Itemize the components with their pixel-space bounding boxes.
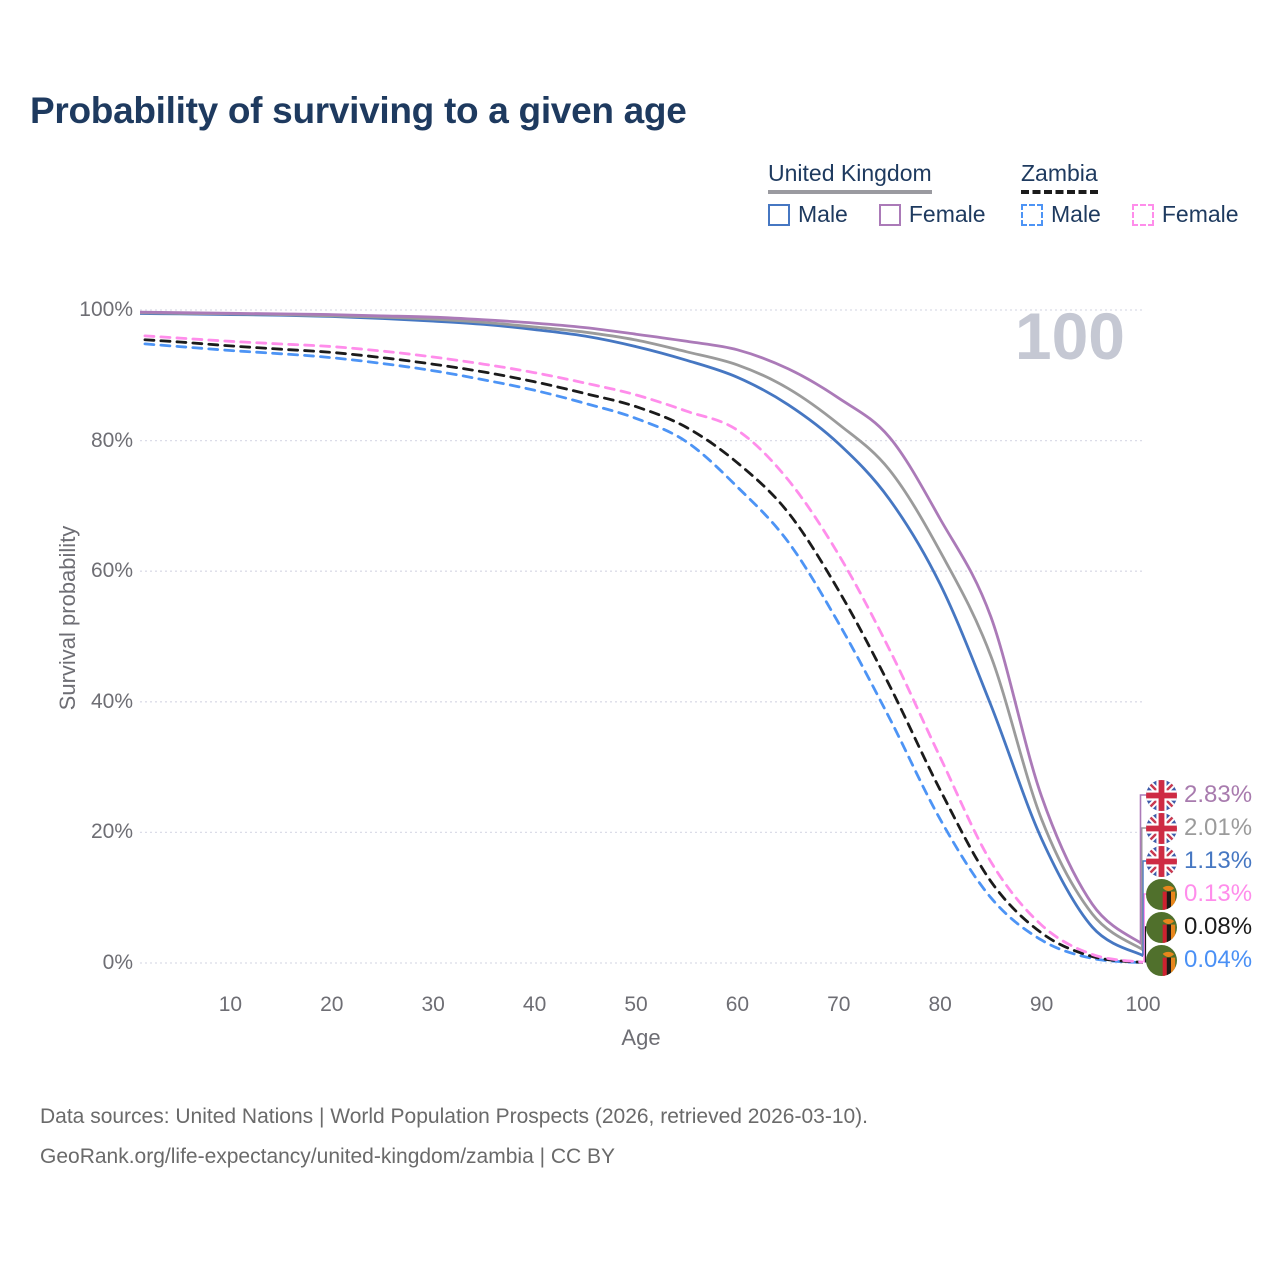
series-line-zambia-female bbox=[140, 334, 1143, 964]
end-label-value: 0.13% bbox=[1184, 880, 1253, 907]
zambia-flag-icon bbox=[1146, 944, 1177, 976]
y-axis-tick: 60% bbox=[90, 559, 133, 583]
series-line-united-kingdom-female bbox=[140, 310, 1143, 946]
x-axis-tick: 40 bbox=[522, 993, 547, 1016]
x-axis-tick: 90 bbox=[1029, 993, 1054, 1016]
uk-flag-icon bbox=[1146, 812, 1177, 844]
x-axis-tick: 80 bbox=[928, 993, 952, 1016]
end-label-value: 2.83% bbox=[1184, 781, 1253, 808]
uk-flag-icon bbox=[1146, 779, 1177, 811]
x-axis-tick: 10 bbox=[218, 993, 243, 1016]
legend-item-uk-female[interactable]: Female bbox=[878, 201, 986, 228]
end-label-united-kingdom-male: 1.13% bbox=[1146, 845, 1253, 877]
series-line-zambia-male bbox=[140, 342, 1143, 965]
survival-probability-chart bbox=[140, 309, 1148, 965]
x-axis-title: Age bbox=[621, 1025, 661, 1050]
zambia-female-swatch-icon bbox=[1131, 203, 1154, 226]
uk-flag-icon bbox=[1146, 845, 1177, 877]
legend-item-label: Male bbox=[1051, 201, 1101, 227]
legend-item-label: Female bbox=[908, 201, 986, 227]
end-label-connector bbox=[1139, 794, 1147, 945]
end-label-value: 0.08% bbox=[1184, 913, 1253, 940]
series-line-zambia-total bbox=[140, 338, 1143, 964]
legend-item-zambia-female[interactable]: Female bbox=[1131, 201, 1239, 228]
end-label-value: 2.01% bbox=[1184, 814, 1253, 841]
source-url-text: GeoRank.org/life-expectancy/united-kingd… bbox=[40, 1145, 616, 1168]
zambia-male-swatch-icon bbox=[1021, 203, 1043, 226]
y-axis-tick: 80% bbox=[90, 428, 133, 452]
zambia-flag-icon bbox=[1146, 878, 1177, 910]
x-axis-tick: 50 bbox=[624, 993, 648, 1016]
legend-item-uk-male[interactable]: Male bbox=[768, 201, 848, 228]
end-label-value: 1.13% bbox=[1184, 847, 1253, 874]
page-title: Probability of surviving to a given age bbox=[30, 90, 687, 131]
x-axis-tick: 20 bbox=[320, 993, 344, 1016]
end-label-zambia-total: 0.08% bbox=[1146, 911, 1253, 943]
legend-item-label: Female bbox=[1161, 201, 1239, 227]
end-label-united-kingdom-total: 2.01% bbox=[1146, 812, 1253, 844]
uk-male-swatch-icon bbox=[768, 203, 790, 226]
age-marker-watermark: 100 bbox=[1014, 299, 1125, 373]
zambia-flag-icon bbox=[1146, 911, 1177, 943]
uk-female-swatch-icon bbox=[878, 203, 901, 226]
y-axis-tick: 40% bbox=[90, 689, 133, 713]
x-axis-tick: 100 bbox=[1125, 993, 1161, 1016]
x-axis-tick: 60 bbox=[725, 993, 750, 1016]
series-line-united-kingdom-total bbox=[140, 311, 1143, 952]
end-label-zambia-female: 0.13% bbox=[1146, 878, 1253, 910]
legend-item-label: Male bbox=[798, 201, 848, 227]
end-label-united-kingdom-female: 2.83% bbox=[1146, 779, 1253, 811]
legend-item-zambia-male[interactable]: Male bbox=[1021, 201, 1101, 228]
end-label-connector bbox=[1140, 827, 1147, 950]
y-axis-tick: 100% bbox=[79, 298, 133, 321]
end-label-value: 0.04% bbox=[1184, 946, 1253, 973]
legend-group-title-zambia: Zambia bbox=[1021, 160, 1098, 194]
end-label-zambia-male: 0.04% bbox=[1146, 944, 1253, 976]
x-axis-tick: 30 bbox=[421, 993, 445, 1016]
x-axis-tick: 70 bbox=[827, 993, 851, 1016]
legend-group-united-kingdom: United Kingdom Male Female bbox=[768, 160, 1008, 228]
end-label-connector bbox=[1142, 860, 1147, 956]
y-axis-tick: 20% bbox=[90, 820, 133, 844]
y-axis-tick: 0% bbox=[102, 951, 133, 974]
legend-group-title-uk: United Kingdom bbox=[768, 160, 932, 194]
legend-group-zambia: Zambia Male Female bbox=[1021, 160, 1261, 228]
data-sources-text: Data sources: United Nations | World Pop… bbox=[40, 1105, 869, 1128]
